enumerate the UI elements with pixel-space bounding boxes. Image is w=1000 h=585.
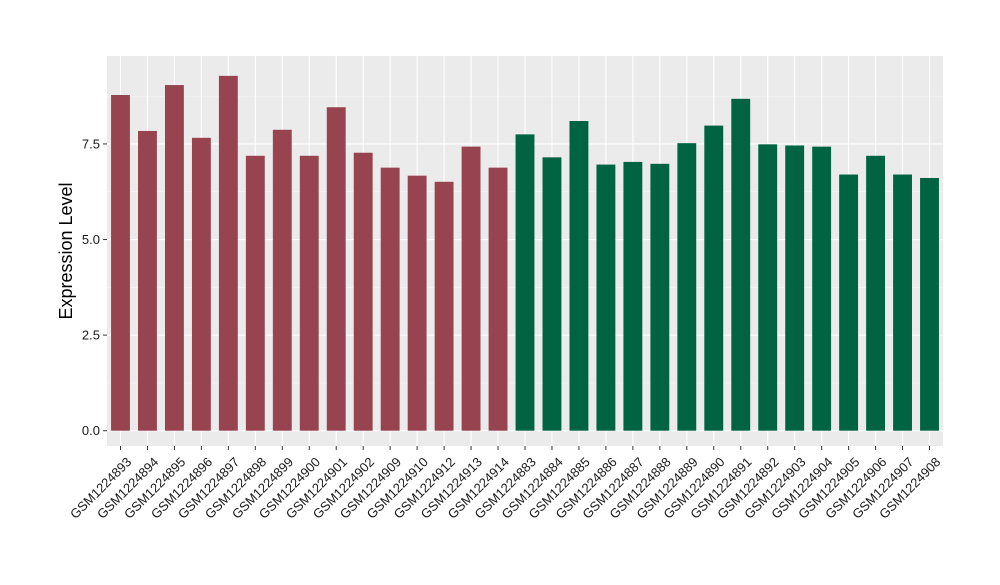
bar-gsm1224910	[407, 175, 427, 431]
bar-gsm1224887	[623, 161, 643, 431]
bar-gsm1224889	[677, 143, 697, 431]
bar-gsm1224901	[326, 107, 346, 431]
bar-gsm1224884	[542, 157, 562, 431]
bar-gsm1224885	[569, 121, 589, 431]
y-tick-label: 0.0	[82, 423, 100, 438]
bar-gsm1224908	[920, 177, 939, 431]
bar-gsm1224883	[515, 134, 535, 431]
y-tick-label: 2.5	[82, 328, 100, 343]
bar-gsm1224906	[866, 155, 886, 431]
bar-gsm1224897	[218, 75, 238, 431]
bar-gsm1224890	[704, 125, 724, 431]
bar-gsm1224899	[272, 129, 292, 431]
bar-gsm1224904	[812, 146, 832, 431]
bar-gsm1224894	[138, 130, 157, 431]
bar-gsm1224895	[164, 85, 184, 431]
bar-gsm1224892	[758, 144, 778, 431]
bar-gsm1224907	[893, 174, 912, 431]
bar-gsm1224903	[785, 145, 805, 431]
y-axis: 0.0 2.5 5.0 7.5	[82, 136, 107, 438]
bars	[111, 75, 939, 431]
bar-gsm1224902	[353, 152, 373, 431]
bar-gsm1224891	[731, 98, 751, 431]
bar-gsm1224888	[650, 163, 670, 431]
bar-gsm1224905	[839, 174, 859, 431]
y-tick-label: 7.5	[82, 136, 100, 151]
bar-gsm1224893	[111, 95, 130, 431]
x-axis: GSM1224893GSM1224894GSM1224895GSM1224896…	[67, 446, 943, 522]
y-axis-title: Expression Level	[56, 182, 76, 319]
bar-gsm1224898	[245, 155, 265, 431]
bar-gsm1224909	[380, 167, 400, 431]
bar-gsm1224914	[488, 167, 508, 431]
bar-gsm1224896	[191, 137, 211, 431]
bar-gsm1224912	[434, 181, 454, 431]
y-tick-label: 5.0	[82, 232, 100, 247]
bar-gsm1224900	[299, 155, 319, 431]
bar-gsm1224913	[461, 146, 481, 431]
bar-gsm1224886	[596, 164, 616, 431]
